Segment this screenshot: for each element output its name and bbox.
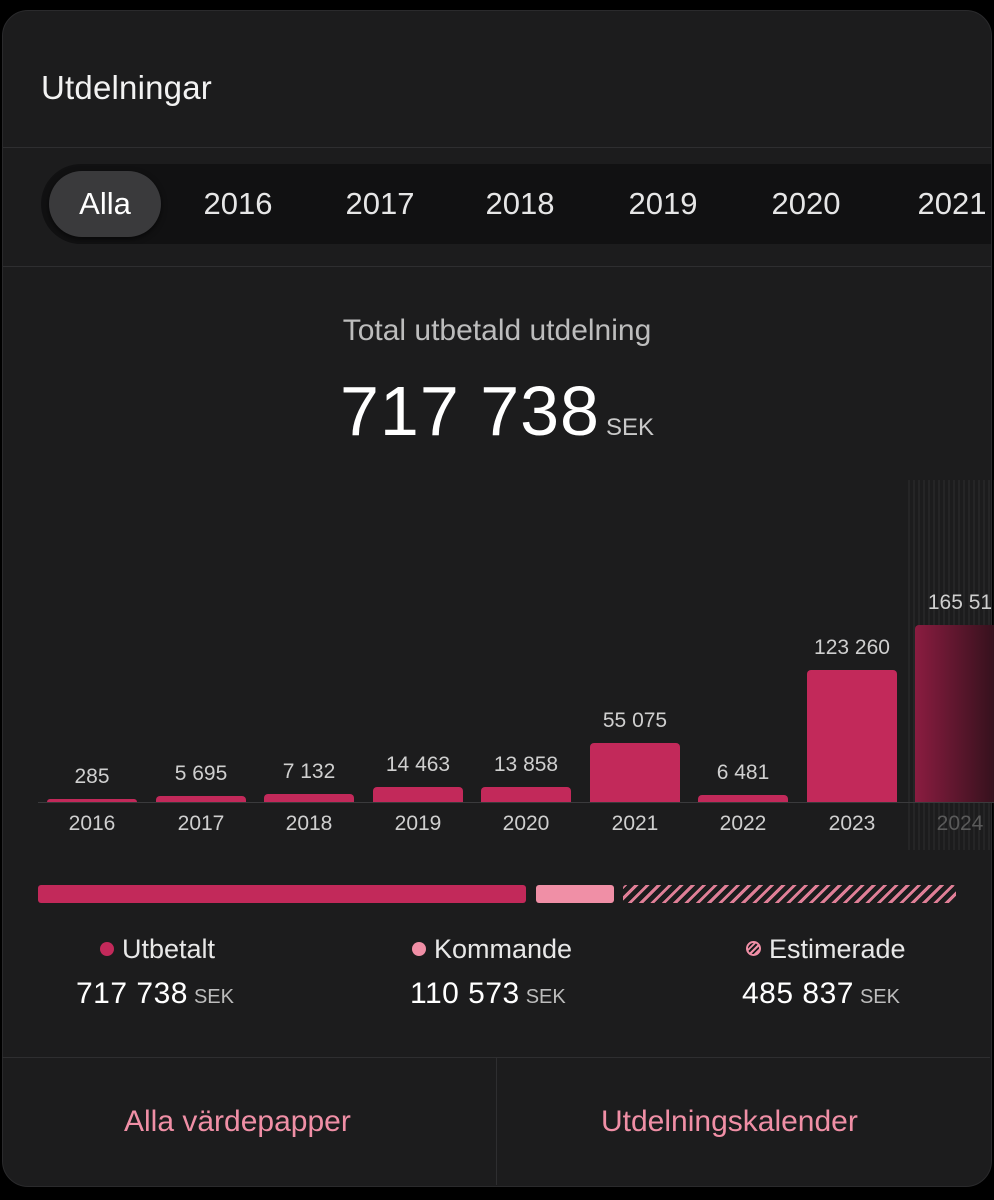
- chart-bar-2016[interactable]: [47, 799, 137, 802]
- progress-upcoming-segment: [536, 885, 614, 903]
- chart-bar-2020[interactable]: [481, 787, 571, 802]
- paid-value: 717 738 SEK: [76, 977, 234, 1011]
- card-title: Utdelningar: [41, 69, 212, 106]
- year-tabs: Alla 2016 2017 2018 2019 2020 2021: [41, 164, 991, 244]
- x-axis-label: 2024: [936, 812, 984, 835]
- x-axis-label: 2020: [502, 812, 550, 835]
- dividends-bar-chart: 285 2016 5 695 2017 7 132 2018 14 463 2019 13 85…: [0, 460, 994, 860]
- progress-estimated-segment: [623, 885, 956, 903]
- x-axis-label: 2016: [68, 812, 116, 835]
- legend-paid: Utbetalt: [100, 934, 215, 965]
- bar-value-label: 123 260: [814, 636, 890, 659]
- legend-estimated-label: Estimerade: [769, 934, 906, 964]
- total-value: 717 738 SEK: [3, 371, 991, 451]
- bar-value-label: 7 132: [282, 760, 336, 783]
- bar-value-label: 13 858: [493, 753, 559, 776]
- x-axis-label: 2017: [177, 812, 225, 835]
- legend-paid-label: Utbetalt: [122, 934, 216, 964]
- x-axis-label: 2018: [285, 812, 333, 835]
- footer-divider: [2, 1057, 990, 1058]
- divider: [3, 147, 991, 148]
- chart-bar-2022[interactable]: [698, 795, 788, 802]
- chart-baseline: [38, 802, 994, 803]
- chart-bar-2021[interactable]: [590, 743, 680, 802]
- upcoming-unit: SEK: [525, 986, 566, 1008]
- dividend-calendar-link[interactable]: Utdelningskalender: [601, 1105, 858, 1138]
- tab-2016[interactable]: 2016: [203, 186, 273, 221]
- chart-bar-2018[interactable]: [264, 794, 354, 802]
- x-axis-label: 2023: [828, 812, 876, 835]
- x-axis-label: 2019: [394, 812, 442, 835]
- estimated-amount: 485 837: [742, 977, 854, 1010]
- bar-value-label: 14 463: [385, 753, 451, 776]
- chart-bar-2017[interactable]: [156, 796, 246, 802]
- paid-unit: SEK: [193, 986, 234, 1008]
- footer-vertical-divider: [496, 1058, 497, 1185]
- tab-2019[interactable]: 2019: [628, 186, 698, 221]
- legend-estimated: Estimerade: [746, 934, 906, 965]
- chart-bar-2023[interactable]: [807, 670, 897, 802]
- paid-amount: 717 738: [76, 977, 188, 1010]
- estimated-striped-dot-icon: [746, 941, 761, 957]
- estimated-unit: SEK: [859, 986, 900, 1008]
- paid-dot-icon: [100, 941, 114, 956]
- upcoming-dot-icon: [412, 941, 426, 956]
- divider: [3, 266, 991, 267]
- tab-2018[interactable]: 2018: [485, 186, 555, 221]
- all-securities-link[interactable]: Alla värdepapper: [124, 1105, 351, 1138]
- bar-value-label: 165 51: [927, 591, 993, 614]
- bar-value-label: 6 481: [716, 761, 770, 784]
- bar-value-label: 55 075: [602, 709, 668, 732]
- progress-paid-segment: [38, 885, 526, 903]
- chart-bar-2024[interactable]: [915, 625, 994, 802]
- tab-all[interactable]: Alla: [49, 171, 161, 237]
- total-label: Total utbetald utdelning: [342, 314, 652, 347]
- legend-upcoming: Kommande: [412, 934, 572, 965]
- chart-bar-2019[interactable]: [373, 787, 463, 802]
- estimated-value: 485 837 SEK: [742, 977, 900, 1011]
- x-axis-label: 2021: [611, 812, 659, 835]
- bar-value-label: 5 695: [174, 762, 228, 785]
- tab-2020[interactable]: 2020: [771, 186, 841, 221]
- upcoming-value: 110 573 SEK: [410, 977, 566, 1011]
- total-unit: SEK: [606, 414, 655, 441]
- tab-2021[interactable]: 2021: [917, 186, 987, 221]
- legend-upcoming-label: Kommande: [434, 934, 573, 964]
- dividends-card: Utdelningar Alla 2016 2017 2018 2019 202…: [2, 10, 992, 1187]
- total-amount: 717 738: [339, 372, 600, 450]
- x-axis-label: 2022: [719, 812, 767, 835]
- upcoming-amount: 110 573: [410, 977, 520, 1010]
- bar-value-label: 285: [74, 765, 110, 788]
- tab-2017[interactable]: 2017: [345, 186, 415, 221]
